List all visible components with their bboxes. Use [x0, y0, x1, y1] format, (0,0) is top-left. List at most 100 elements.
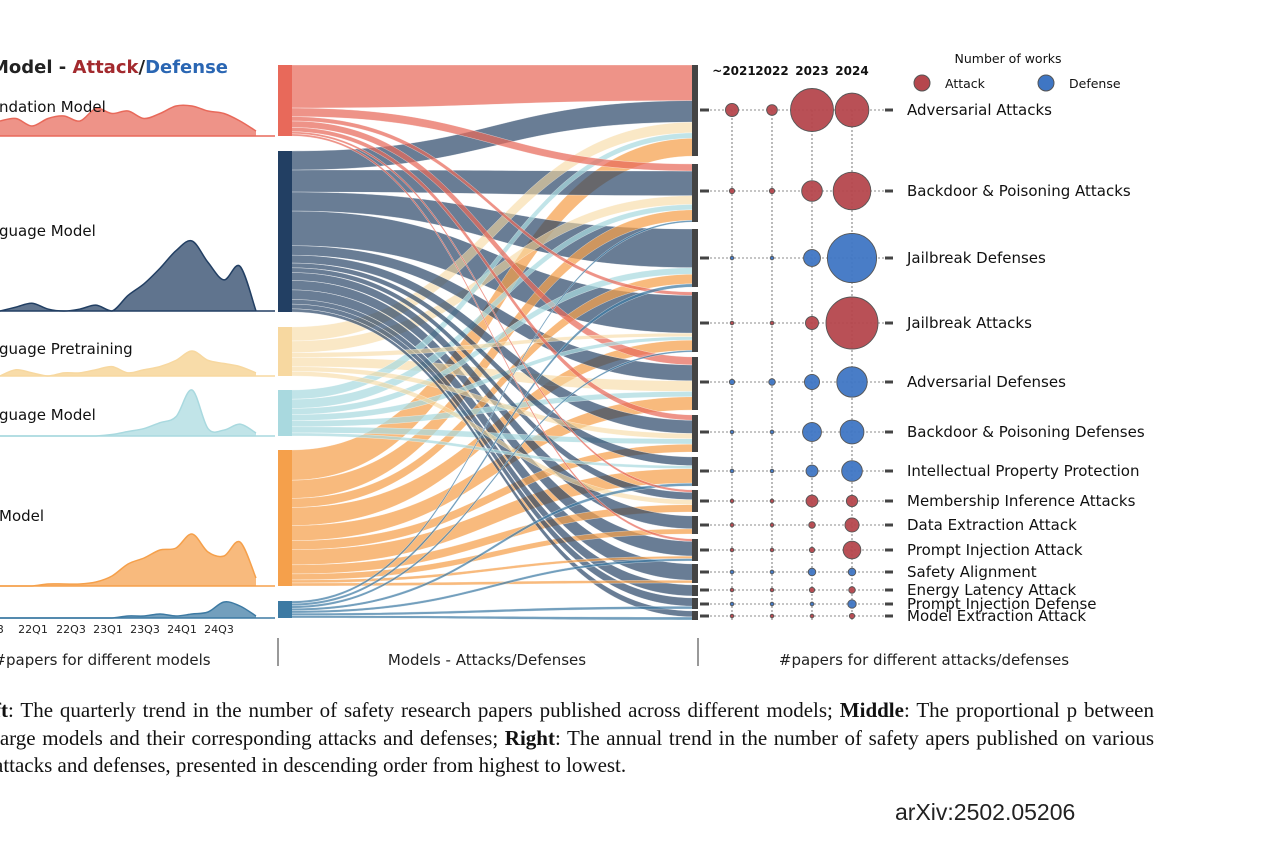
- row-label-prompt-injection-attack: Prompt Injection Attack: [907, 541, 1083, 559]
- row-label-adversarial-attacks: Adversarial Attacks: [907, 101, 1052, 119]
- x-tick-label: 22Q1: [18, 623, 48, 636]
- bubble-jailbreak-attacks: [825, 296, 879, 350]
- chart-title: Model - Attack/Defense: [0, 57, 228, 78]
- year-label: 2023: [795, 64, 828, 78]
- target-node-prompt-injection-attack: [692, 539, 698, 561]
- target-node-data-extraction-attack: [692, 516, 698, 534]
- target-node-intellectual-property-protection: [692, 457, 698, 486]
- sankey-flow: [290, 615, 697, 621]
- bubble-adversarial-defenses: [768, 378, 776, 386]
- row-label-intellectual-property-protection: Intellectual Property Protection: [907, 462, 1140, 480]
- bubble-membership-inference-attacks: [845, 494, 859, 508]
- bubble-prompt-injection-attack: [808, 546, 816, 554]
- x-tick-label: Q3: [0, 623, 4, 636]
- target-node-backdoor-poisoning-attacks: [692, 164, 698, 222]
- ridge-label-large-language-model: guage Model: [0, 222, 96, 240]
- target-node-adversarial-defenses: [692, 357, 698, 410]
- bubble-jailbreak-defenses: [769, 255, 775, 261]
- target-node-prompt-injection-defense: [692, 598, 698, 609]
- arxiv-id: arXiv:2502.05206: [895, 799, 1076, 825]
- ridge-line-foundation-model: [0, 104, 257, 132]
- row-label-data-extraction-attack: Data Extraction Attack: [907, 516, 1077, 534]
- ridge-label-vision-language-pretraining: guage Pretraining: [0, 340, 133, 358]
- target-node-model-extraction-attack: [692, 611, 698, 620]
- row-label-prompt-injection-defense: Prompt Injection Defense: [907, 595, 1097, 613]
- bubble-jailbreak-defenses: [729, 255, 735, 261]
- bubble-intellectual-property-protection: [729, 468, 735, 474]
- sankey-flow: [290, 169, 697, 196]
- x-tick-label: 24Q1: [167, 623, 197, 636]
- bubble-prompt-injection-defense: [769, 601, 775, 607]
- source-node-foundation-model: [278, 65, 292, 136]
- right-bubble-panel: ~2021 2022 2023 2024 Adversarial Attacks Back…: [700, 51, 1145, 625]
- source-node-vision-language-pretraining: [278, 327, 292, 376]
- bubble-adversarial-defenses: [804, 374, 820, 390]
- row-label-backdoor-poisoning-attacks: Backdoor & Poisoning Attacks: [907, 182, 1131, 200]
- bubble-intellectual-property-protection: [769, 468, 775, 474]
- bubble-model-extraction-attack: [729, 613, 735, 619]
- row-label-backdoor-poisoning-defenses: Backdoor & Poisoning Defenses: [907, 423, 1145, 441]
- bubble-prompt-injection-attack: [769, 547, 775, 553]
- target-node-energy-latency-attack: [692, 585, 698, 596]
- ridge-line-diffusion-model: [0, 533, 257, 587]
- bubble-membership-inference-attacks: [769, 498, 775, 504]
- bubble-prompt-injection-defense: [809, 601, 815, 607]
- legend-attack-label: Attack: [945, 76, 986, 91]
- bubble-prompt-injection-attack: [842, 540, 862, 560]
- year-label: ~2021: [712, 64, 755, 78]
- bubble-membership-inference-attacks: [729, 498, 735, 504]
- ridge-area-vision-language-model: [0, 389, 256, 436]
- x-tick-label: 23Q3: [130, 623, 160, 636]
- bubble-adversarial-defenses: [728, 378, 736, 386]
- target-node-safety-alignment: [692, 564, 698, 583]
- middle-panel-label: Models - Attacks/Defenses: [388, 651, 586, 669]
- legend-defense-label: Defense: [1069, 76, 1121, 91]
- row-label-model-extraction-attack: Model Extraction Attack: [907, 607, 1086, 625]
- target-node-backdoor-poisoning-defenses: [692, 415, 698, 452]
- bubble-data-extraction-attack: [844, 517, 860, 533]
- target-node-adversarial-attacks: [692, 65, 698, 156]
- ridge-area-foundation-model: [0, 105, 256, 136]
- bubble-energy-latency-attack: [729, 587, 735, 593]
- bubble-energy-latency-attack: [808, 586, 816, 594]
- year-label: 2024: [835, 64, 868, 78]
- row-label-membership-inference-attacks: Membership Inference Attacks: [907, 492, 1136, 510]
- middle-sankey-panel: [278, 64, 698, 621]
- legend-title: Number of works: [955, 51, 1062, 66]
- row-label-energy-latency-attack: Energy Latency Attack: [907, 581, 1077, 599]
- target-node-jailbreak-attacks: [692, 292, 698, 352]
- source-node-diffusion-model: [278, 450, 292, 586]
- legend-attack-marker: [913, 74, 931, 92]
- row-label-adversarial-defenses: Adversarial Defenses: [907, 373, 1066, 391]
- right-panel-label: #papers for different attacks/defenses: [779, 651, 1069, 669]
- figure-caption: ft: The quarterly trend in the number of…: [0, 698, 1154, 777]
- figure: ndation Model guage Model guage Pretrainin…: [0, 51, 1145, 669]
- x-tick-label: 23Q1: [93, 623, 123, 636]
- row-label-jailbreak-defenses: Jailbreak Defenses: [906, 249, 1046, 267]
- ridge-area-large-language-model: [0, 240, 256, 311]
- bubble-intellectual-property-protection: [805, 464, 819, 478]
- bubble-backdoor-poisoning-attacks: [728, 187, 736, 195]
- bubble-prompt-injection-defense: [847, 599, 857, 609]
- bubble-adversarial-attacks: [766, 104, 778, 116]
- bubble-energy-latency-attack: [769, 587, 775, 593]
- bubble-jailbreak-defenses: [803, 249, 821, 267]
- ridge-label-vision-language-model: guage Model: [0, 406, 96, 424]
- bubble-backdoor-poisoning-defenses: [729, 429, 735, 435]
- bubble-backdoor-poisoning-attacks: [768, 187, 776, 195]
- source-node-large-language-model: [278, 151, 292, 312]
- bubble-data-extraction-attack: [769, 522, 775, 528]
- bubble-energy-latency-attack: [848, 586, 856, 594]
- bubble-model-extraction-attack: [848, 612, 856, 620]
- bubble-backdoor-poisoning-defenses: [802, 422, 822, 442]
- bubble-backdoor-poisoning-attacks: [832, 171, 872, 211]
- target-node-membership-inference-attacks: [692, 490, 698, 512]
- ridge-area-diffusion-model: [0, 533, 256, 586]
- bubble-backdoor-poisoning-defenses: [769, 429, 775, 435]
- target-node-jailbreak-defenses: [692, 229, 698, 287]
- bubble-safety-alignment: [847, 567, 857, 577]
- year-label: 2022: [755, 64, 788, 78]
- left-panel-label: #papers for different models: [0, 651, 211, 669]
- bubble-safety-alignment: [729, 569, 735, 575]
- bubble-jailbreak-attacks: [729, 320, 735, 326]
